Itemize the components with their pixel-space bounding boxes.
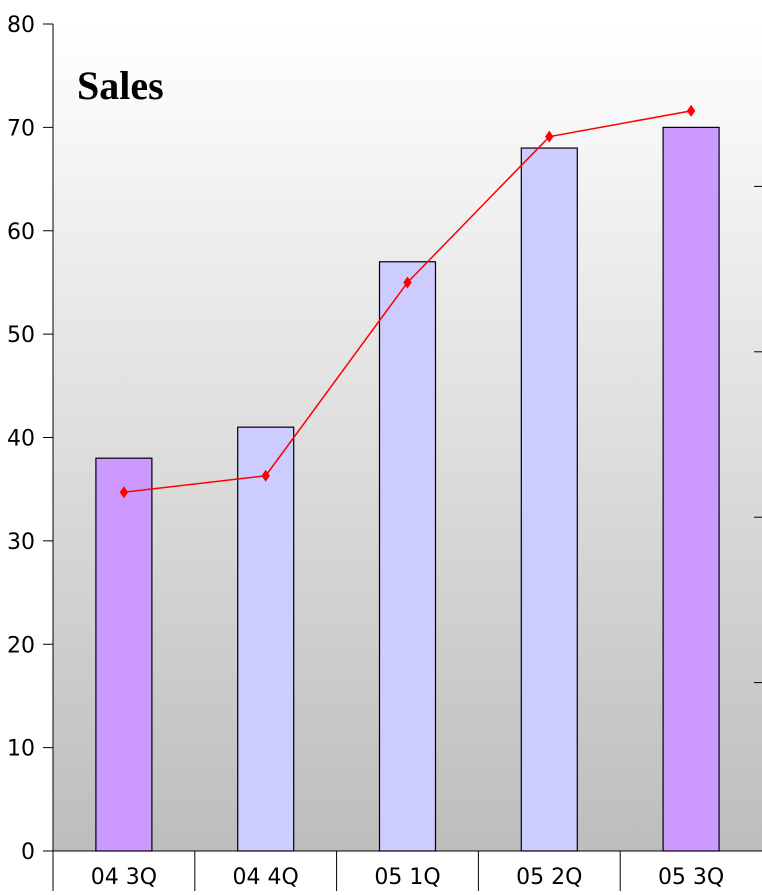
bar xyxy=(662,126,720,852)
x-tick-label: 05 2Q xyxy=(516,865,582,890)
bar xyxy=(520,147,578,852)
line-point xyxy=(261,469,270,482)
y-tick-label: 10 xyxy=(7,737,35,762)
x-tick-label: 05 1Q xyxy=(374,865,440,890)
bar xyxy=(95,457,153,852)
line-point xyxy=(119,486,129,499)
line-series xyxy=(119,104,696,499)
line-point xyxy=(545,130,554,143)
x-tick-label: 04 4Q xyxy=(233,865,299,890)
line-point xyxy=(686,104,696,117)
y-tick-label: 70 xyxy=(7,116,35,141)
y-tick-label: 0 xyxy=(21,840,35,865)
labels: 0 10 20 30 40 50 60 70 80 04 3Q 04 4Q 05 1Q 05 2Q 05 … xyxy=(7,13,724,890)
y-tick-label: 30 xyxy=(7,530,35,555)
y-tick-label: 60 xyxy=(7,220,35,245)
y-tick-label: 40 xyxy=(7,427,35,452)
y-tick-label: 50 xyxy=(7,323,35,348)
chart-title: Sales xyxy=(77,63,164,108)
x-tick-label: 04 3Q xyxy=(91,865,157,890)
y-tick-label: 80 xyxy=(7,13,35,38)
bars xyxy=(95,126,720,852)
x-tick-label: 05 3Q xyxy=(658,865,724,890)
line-point xyxy=(403,276,412,289)
y-tick-label: 20 xyxy=(7,633,35,658)
bar xyxy=(237,426,295,852)
bar xyxy=(378,261,437,852)
